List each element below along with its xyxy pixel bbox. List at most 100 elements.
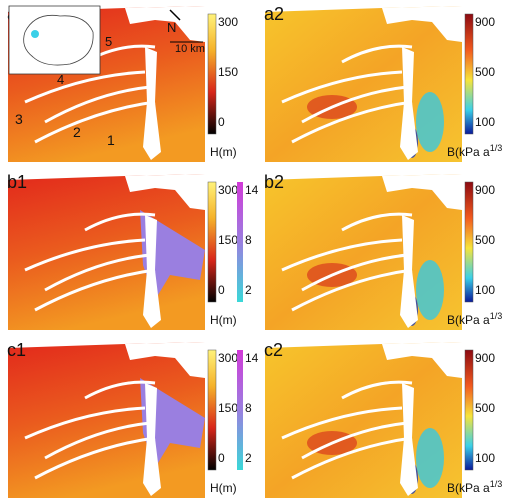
colorbar — [464, 13, 474, 135]
colorbar-tick-label: 0 — [218, 283, 225, 297]
unit-text: B(kPa a — [447, 481, 490, 495]
colorbar-tick-label: 0 — [218, 451, 225, 465]
unit-sup: 1/3 — [490, 479, 503, 489]
ice-tongue — [400, 383, 418, 496]
antarctica-outline — [23, 14, 94, 66]
colorbar-unit: B(kPa a1/3 — [447, 143, 502, 159]
unit-sup: 1/3 — [490, 311, 503, 321]
low-friction — [416, 260, 444, 320]
no-data — [382, 342, 462, 378]
no-data — [125, 342, 205, 378]
unit-text: H(m) — [210, 313, 237, 327]
ice-streak — [291, 100, 413, 144]
ice-tongue — [143, 215, 161, 328]
annotation: 10 km — [175, 43, 205, 55]
colorbar-2-tick-label: 14 — [245, 183, 259, 197]
ice-streak — [34, 268, 156, 312]
ice-streak — [44, 253, 151, 292]
ice-streak — [24, 406, 146, 440]
annotation: N — [167, 20, 176, 35]
ice-streak — [281, 70, 403, 104]
ice-streak — [44, 85, 151, 124]
colorbar — [464, 181, 474, 303]
colorbar-tick-label: 0 — [218, 115, 225, 129]
unit-text: H(m) — [210, 145, 237, 159]
colorbar-2 — [237, 350, 243, 470]
colorbar-tick-label: 500 — [475, 233, 495, 247]
colorbar-unit: H(m) — [210, 313, 237, 327]
colorbar-unit: B(kPa a1/3 — [447, 311, 502, 327]
panel: b2 900 500 100 B(kPa a1/3 — [264, 172, 502, 330]
no-data — [382, 6, 462, 42]
panel: a2 900 500 100 B(kPa a1/3 — [264, 4, 502, 162]
ice-streak — [341, 212, 413, 232]
colorbar-tick-label: 300 — [218, 183, 238, 197]
panel-label: c2 — [264, 340, 283, 360]
colorbar-tick-label: 150 — [218, 233, 238, 247]
colorbar-tick-label: 100 — [475, 283, 495, 297]
annotation: 4 — [57, 72, 64, 87]
north-arrow — [169, 9, 181, 21]
colorbar-2 — [237, 182, 243, 302]
annotation: 3 — [15, 111, 23, 127]
ice-streak — [84, 212, 156, 232]
colorbar — [464, 349, 474, 471]
ice-streak — [34, 100, 156, 144]
colorbar-tick-label: 500 — [475, 65, 495, 79]
ice-streak — [34, 436, 156, 480]
study-site — [31, 30, 39, 38]
colorbar-tick-label: 150 — [218, 65, 238, 79]
ice-tongue — [400, 47, 418, 160]
ice-streak — [301, 421, 408, 460]
no-data — [382, 174, 462, 210]
panel-label: b1 — [7, 172, 27, 192]
no-data — [125, 174, 205, 210]
no-data — [125, 6, 205, 42]
colorbar — [207, 181, 217, 303]
unit-text: H(m) — [210, 481, 237, 495]
ice-streak — [24, 238, 146, 272]
ice-streak — [341, 380, 413, 400]
unit-sup: 1/3 — [490, 143, 503, 153]
ice-streak — [291, 268, 413, 312]
colorbar — [207, 349, 217, 471]
ice-tongue — [400, 215, 418, 328]
colorbar-tick-label: 100 — [475, 115, 495, 129]
ice-streak — [291, 436, 413, 480]
colorbar — [207, 13, 217, 135]
colorbar-tick-label: 900 — [475, 15, 495, 29]
colorbar-unit: H(m) — [210, 145, 237, 159]
colorbar-tick-label: 900 — [475, 183, 495, 197]
ice-streak — [341, 44, 413, 64]
unit-text: B(kPa a — [447, 313, 490, 327]
colorbar-tick-label: 100 — [475, 451, 495, 465]
colorbar-tick-label: 500 — [475, 401, 495, 415]
ice-streak — [281, 238, 403, 272]
panel-label: b2 — [264, 172, 284, 192]
colorbar-tick-label: 150 — [218, 401, 238, 415]
annotation: 2 — [73, 124, 81, 140]
colorbar-2-tick-label: 2 — [245, 451, 252, 465]
ice-tongue — [143, 383, 161, 496]
ice-streak — [44, 421, 151, 460]
ice-streak — [84, 380, 156, 400]
ice-tongue — [143, 47, 161, 160]
low-friction — [416, 92, 444, 152]
colorbar-tick-label: 300 — [218, 15, 238, 29]
ice-streak — [281, 406, 403, 440]
colorbar-unit: B(kPa a1/3 — [447, 479, 502, 495]
colorbar-tick-label: 300 — [218, 351, 238, 365]
ice-streak — [301, 253, 408, 292]
colorbar-tick-label: 900 — [475, 351, 495, 365]
annotation: 5 — [105, 34, 112, 49]
colorbar-unit: H(m) — [210, 481, 237, 495]
panel: c1 300 150 0 H(m) 14 8 2 — [7, 340, 259, 498]
annotation: 1 — [107, 132, 115, 148]
low-friction — [416, 428, 444, 488]
panel: c2 900 500 100 B(kPa a1/3 — [264, 340, 502, 498]
panel-label: a2 — [264, 4, 284, 24]
panel: b1 300 150 0 H(m) 14 8 2 — [7, 172, 259, 330]
panel-label: c1 — [7, 340, 26, 360]
